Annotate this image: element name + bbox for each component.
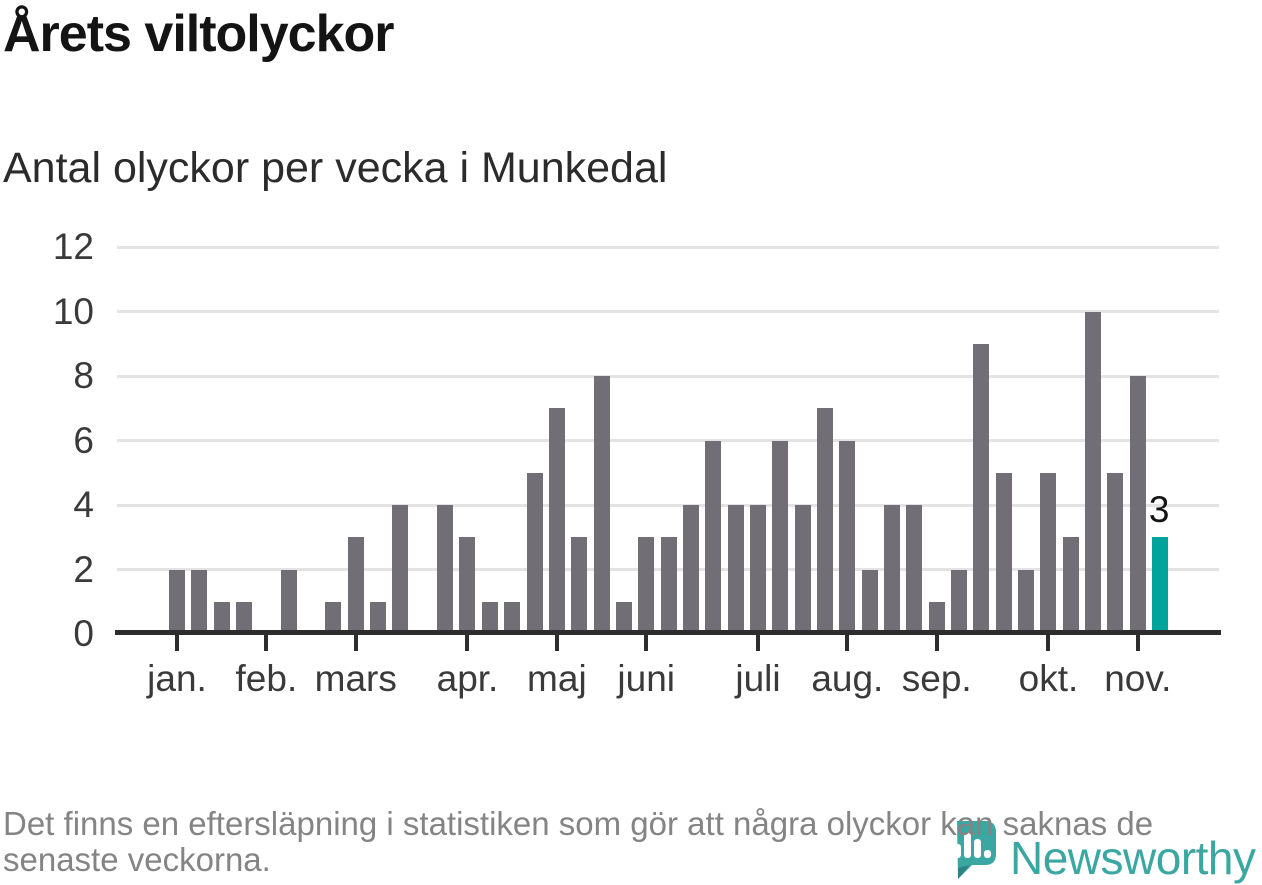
x-tick-label-jan: jan. bbox=[147, 658, 207, 699]
y-tick-label-4: 4 bbox=[73, 484, 94, 525]
bar-week-41 bbox=[1062, 537, 1079, 634]
x-tick-jan bbox=[175, 635, 179, 651]
bar-week-36 bbox=[951, 569, 968, 634]
x-tick-sep bbox=[934, 635, 939, 651]
bar-week-32 bbox=[861, 569, 878, 634]
gridline-y12 bbox=[117, 245, 1219, 249]
bar-week-28 bbox=[772, 440, 789, 634]
page-title: Årets viltolyckor bbox=[3, 5, 394, 63]
bar-week-30 bbox=[817, 408, 833, 634]
footnote: Det finns en eftersläpning i statistiken… bbox=[3, 806, 1153, 878]
bar-week-31 bbox=[839, 440, 856, 634]
gridline-y8 bbox=[117, 374, 1219, 378]
bar-week-33 bbox=[884, 505, 901, 634]
x-tick-feb bbox=[264, 635, 269, 651]
bar-week-17 bbox=[526, 472, 543, 634]
newsworthy-bubble-chart-icon bbox=[954, 821, 996, 879]
y-tick-label-10: 10 bbox=[52, 290, 94, 332]
bar-week-42 bbox=[1085, 311, 1102, 634]
brand-wordmark: Newsworthy bbox=[1010, 832, 1256, 884]
bar-week-44 bbox=[1129, 376, 1146, 634]
bar-week-11 bbox=[392, 505, 409, 634]
x-tick-okt bbox=[1046, 635, 1051, 651]
bar-week-40 bbox=[1040, 472, 1057, 634]
bar-week-3 bbox=[213, 601, 230, 634]
bar-week-37 bbox=[973, 343, 990, 634]
bar-week-22 bbox=[638, 537, 655, 634]
bar-week-6 bbox=[280, 569, 297, 634]
bar-week-19 bbox=[571, 537, 588, 634]
x-tick-nov bbox=[1135, 635, 1140, 651]
y-tick-label-6: 6 bbox=[73, 419, 94, 461]
highlight-value-label: 3 bbox=[1148, 489, 1170, 531]
x-tick-label-aug: aug. bbox=[811, 658, 884, 699]
bar-week-34 bbox=[906, 505, 923, 634]
bar-week-16 bbox=[504, 601, 521, 634]
bar-week-8 bbox=[325, 601, 342, 634]
bar-week-39 bbox=[1018, 569, 1035, 634]
bar-week-13 bbox=[437, 505, 454, 634]
y-tick-label-2: 2 bbox=[73, 548, 94, 590]
x-tick-mars bbox=[353, 635, 358, 651]
bar-week-35 bbox=[928, 601, 945, 634]
bar-week-15 bbox=[481, 601, 498, 634]
x-tick-juli bbox=[755, 635, 760, 651]
gridline-y6 bbox=[117, 439, 1219, 442]
bar-week-43 bbox=[1107, 472, 1124, 634]
bar-week-2 bbox=[191, 569, 208, 634]
newsworthy-logo: Newsworthy bbox=[946, 821, 1256, 885]
y-tick-label-8: 8 bbox=[73, 355, 94, 396]
footnote-line-2: senaste veckorna. bbox=[3, 841, 271, 878]
gridline-y4 bbox=[117, 503, 1219, 507]
x-tick-label-juli: juli bbox=[735, 658, 781, 699]
y-tick-label-0: 0 bbox=[73, 613, 94, 654]
x-tick-label-okt: okt. bbox=[1018, 658, 1079, 699]
x-tick-label-feb: feb. bbox=[235, 658, 298, 699]
bar-week-18 bbox=[548, 408, 565, 634]
y-tick-label-12: 12 bbox=[52, 226, 94, 267]
footnote-line-1: Det finns en eftersläpning i statistiken… bbox=[3, 805, 1154, 842]
x-tick-label-sep: sep. bbox=[901, 658, 972, 699]
bar-week-14 bbox=[459, 537, 476, 634]
bar-week-38 bbox=[995, 472, 1012, 634]
bar-week-23 bbox=[660, 537, 677, 634]
bar-week-9 bbox=[347, 537, 364, 634]
x-tick-label-maj: maj bbox=[527, 658, 587, 699]
bar-week-20 bbox=[593, 376, 610, 634]
bar-week-21 bbox=[615, 601, 632, 634]
x-tick-label-apr: apr. bbox=[436, 658, 499, 699]
bar-week-1 bbox=[169, 569, 185, 634]
x-axis-line bbox=[115, 630, 1221, 635]
x-tick-maj bbox=[554, 635, 559, 651]
chart-subtitle: Antal olyckor per vecka i Munkedal bbox=[3, 144, 668, 192]
bar-week-26 bbox=[727, 505, 744, 634]
bar-week-4 bbox=[236, 601, 253, 634]
x-tick-label-juni: juni bbox=[617, 658, 676, 699]
bar-week-27 bbox=[749, 505, 766, 634]
x-tick-apr bbox=[465, 635, 470, 651]
bar-week-10 bbox=[370, 601, 387, 634]
x-tick-aug bbox=[845, 635, 850, 651]
bar-week-29 bbox=[794, 505, 811, 634]
x-tick-label-mars: mars bbox=[314, 658, 397, 699]
bar-week-24 bbox=[682, 505, 699, 634]
bar-week-25 bbox=[705, 440, 722, 634]
x-tick-juni bbox=[644, 635, 649, 651]
bar-week-45-highlighted bbox=[1152, 537, 1169, 634]
gridline-y10 bbox=[117, 310, 1219, 313]
x-tick-label-nov: nov. bbox=[1104, 658, 1172, 699]
